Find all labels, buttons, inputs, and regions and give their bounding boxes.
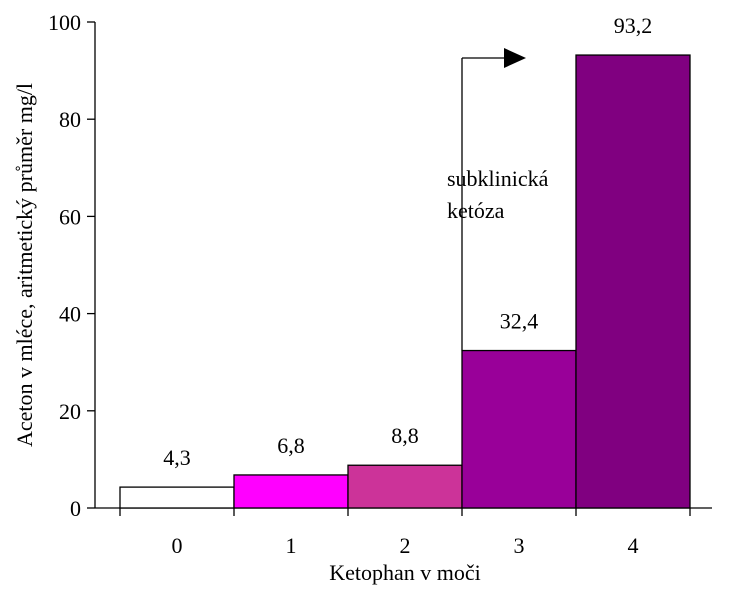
bars (119, 54, 691, 509)
annotation-text-line-1: subklinická (447, 166, 549, 191)
y-axis-title: Aceton v mléce, aritmetický průměr mg/l (12, 83, 37, 447)
x-tick-label: 2 (400, 533, 411, 558)
data-label-category-3: 32,4 (500, 309, 539, 334)
x-ticks: 0 1 2 3 4 (119, 508, 691, 558)
subclinical-ketosis-annotation: subklinická ketóza (447, 48, 549, 351)
y-tick-label: 40 (59, 302, 81, 327)
y-ticks: 0 20 40 60 80 100 (48, 10, 95, 521)
y-tick-label: 20 (59, 399, 81, 424)
x-tick-label: 0 (172, 533, 183, 558)
data-label-category-0: 4,3 (163, 445, 191, 470)
x-axis: 0 1 2 3 4 (95, 507, 712, 558)
data-label-category-2: 8,8 (391, 423, 419, 448)
bar-category-3 (461, 349, 577, 509)
data-labels: 4,3 6,8 8,8 32,4 93,2 (163, 13, 652, 470)
bar-category-0 (119, 486, 235, 509)
data-label-category-1: 6,8 (277, 433, 305, 458)
bar-category-2 (347, 464, 463, 509)
x-axis-title: Ketophan v moči (329, 560, 481, 585)
x-tick-label: 4 (628, 533, 639, 558)
y-tick-label: 100 (48, 10, 81, 35)
y-tick-label: 0 (70, 496, 81, 521)
y-tick-label: 60 (59, 204, 81, 229)
annotation-text-line-2: ketóza (447, 198, 505, 223)
data-label-category-4: 93,2 (614, 13, 653, 38)
y-axis: 0 20 40 60 80 100 (48, 10, 96, 521)
bar-category-1 (233, 474, 349, 509)
x-tick-label: 1 (286, 533, 297, 558)
annotation-arrow-head-icon (504, 48, 526, 68)
x-tick-label: 3 (514, 533, 525, 558)
bar-category-4 (575, 54, 691, 509)
y-tick-label: 80 (59, 107, 81, 132)
